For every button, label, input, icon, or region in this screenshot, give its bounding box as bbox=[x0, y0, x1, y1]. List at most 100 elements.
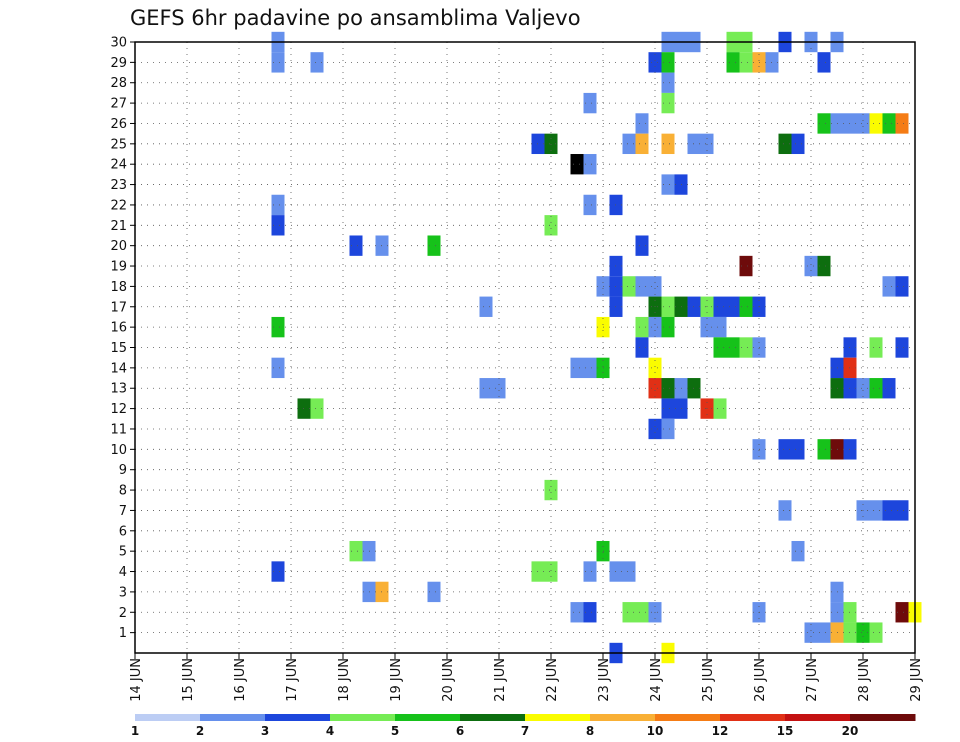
heatmap-cell bbox=[648, 378, 662, 399]
colorbar: 1 2 3 4 5 6 7 8 10 12 15 20 bbox=[131, 714, 916, 738]
heatmap-cell bbox=[817, 52, 831, 73]
heatmap-cell bbox=[635, 316, 649, 338]
y-tick-label: 18 bbox=[110, 280, 127, 295]
colorbar-segment bbox=[395, 714, 461, 721]
heatmap-cell bbox=[492, 378, 506, 399]
colorbar-segment bbox=[330, 714, 396, 721]
x-tick-label: 29 JUN bbox=[909, 658, 924, 702]
heatmap-cell bbox=[583, 92, 597, 114]
colorbar-segment bbox=[265, 714, 331, 721]
heatmap-cell bbox=[661, 418, 675, 440]
heatmap-cell bbox=[544, 215, 558, 236]
heatmap-cell bbox=[271, 215, 285, 236]
heatmap-cell bbox=[583, 602, 597, 623]
heatmap-cell bbox=[622, 561, 636, 582]
chart-title: GEFS 6hr padavine po ansamblima Valjevo bbox=[130, 6, 581, 30]
heatmap-cell bbox=[661, 52, 675, 73]
heatmap-cell bbox=[700, 133, 714, 155]
heatmap-cell bbox=[804, 622, 818, 643]
heatmap-cell bbox=[648, 357, 662, 379]
y-tick-label: 2 bbox=[119, 606, 127, 621]
y-tick-label: 9 bbox=[119, 463, 127, 478]
heatmap-cell bbox=[349, 235, 363, 256]
heatmap-cell bbox=[895, 602, 909, 623]
x-tick-label: 19 JUN bbox=[389, 658, 404, 702]
heatmap-cell bbox=[700, 316, 714, 338]
heatmap-cell bbox=[726, 296, 740, 317]
x-tick-label: 16 JUN bbox=[233, 658, 248, 702]
heatmap-cell bbox=[583, 561, 597, 582]
heatmap-cell bbox=[869, 337, 883, 358]
y-tick-label: 17 bbox=[110, 300, 127, 315]
heatmap-cell bbox=[648, 418, 662, 440]
heatmap-cell bbox=[817, 622, 831, 643]
heatmap-cell bbox=[661, 92, 675, 114]
heatmap-cell bbox=[635, 133, 649, 155]
heatmap-cell bbox=[869, 500, 883, 521]
heatmap-cell bbox=[479, 296, 493, 317]
heatmap-cell bbox=[726, 337, 740, 358]
heatmap-cell bbox=[661, 174, 675, 195]
colorbar-segment bbox=[785, 714, 851, 721]
heatmap-cell bbox=[635, 113, 649, 134]
y-tick-label: 16 bbox=[110, 321, 127, 336]
y-tick-label: 28 bbox=[110, 76, 127, 91]
heatmap-cell bbox=[713, 337, 727, 358]
heatmap-cell bbox=[622, 602, 636, 623]
heatmap-cell bbox=[661, 378, 675, 399]
colorbar-segment bbox=[850, 714, 916, 721]
colorbar-label: 12 bbox=[712, 724, 729, 738]
heatmap-cell bbox=[713, 398, 727, 419]
x-tick-label: 20 JUN bbox=[441, 658, 456, 702]
y-tick-label: 1 bbox=[119, 626, 127, 641]
heatmap-cell bbox=[856, 622, 870, 643]
heatmap-cell bbox=[479, 378, 493, 399]
heatmap-cell bbox=[622, 276, 636, 297]
y-tick-label: 20 bbox=[110, 239, 127, 254]
colorbar-segment bbox=[460, 714, 526, 721]
y-tick-label: 10 bbox=[110, 443, 127, 458]
heatmap-cell bbox=[804, 255, 818, 277]
x-tick-label: 23 JUN bbox=[597, 658, 612, 702]
heatmap-cell bbox=[635, 337, 649, 358]
heatmap-cell bbox=[791, 439, 805, 460]
heatmap-cell bbox=[778, 439, 792, 460]
y-tick-label: 25 bbox=[110, 137, 127, 152]
heatmap-cell bbox=[635, 276, 649, 297]
heatmap-cell bbox=[310, 52, 324, 73]
heatmap-cell bbox=[778, 133, 792, 155]
colorbar-segment bbox=[590, 714, 656, 721]
y-tick-label: 12 bbox=[110, 402, 127, 417]
colorbar-segment bbox=[525, 714, 591, 721]
colorbar-label: 2 bbox=[196, 724, 204, 738]
heatmap-cell bbox=[271, 561, 285, 582]
heatmap-cell bbox=[778, 500, 792, 521]
x-tick-label: 18 JUN bbox=[337, 658, 352, 702]
x-tick-label: 25 JUN bbox=[701, 658, 716, 702]
heatmap-cell bbox=[570, 154, 584, 175]
heatmap-cell bbox=[895, 276, 909, 297]
heatmap-cell bbox=[817, 113, 831, 134]
colorbar-label: 8 bbox=[586, 724, 594, 738]
heatmap-cell bbox=[856, 378, 870, 399]
heatmap-cell bbox=[739, 296, 753, 317]
heatmap-cells bbox=[271, 31, 922, 664]
heatmap-cell bbox=[271, 316, 285, 338]
heatmap-cell bbox=[661, 133, 675, 155]
colorbar-label: 3 bbox=[261, 724, 269, 738]
heatmap-cell bbox=[427, 581, 441, 603]
colorbar-label: 20 bbox=[842, 724, 859, 738]
x-tick-label: 14 JUN bbox=[129, 658, 144, 702]
heatmap-cell bbox=[791, 133, 805, 155]
heatmap-cell bbox=[622, 133, 636, 155]
heatmap-cell bbox=[739, 255, 753, 277]
y-tick-label: 19 bbox=[110, 260, 127, 275]
colorbar-label: 15 bbox=[777, 724, 794, 738]
x-tick-label: 15 JUN bbox=[181, 658, 196, 702]
x-tick-label: 27 JUN bbox=[805, 658, 820, 702]
colorbar-label: 1 bbox=[131, 724, 139, 738]
colorbar-segment bbox=[655, 714, 721, 721]
heatmap-cell bbox=[583, 154, 597, 175]
heatmap-cell bbox=[882, 378, 896, 399]
